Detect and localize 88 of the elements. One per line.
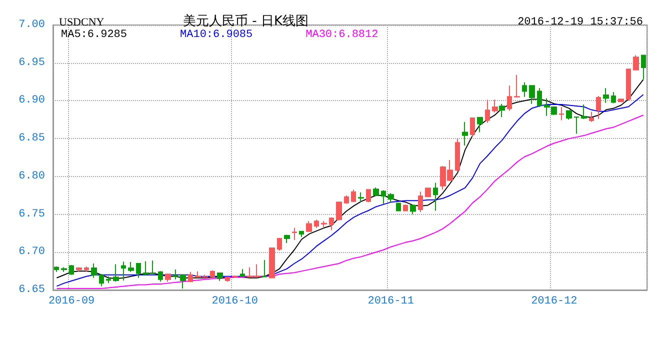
candlestick (232, 275, 238, 278)
candlestick (499, 103, 505, 118)
candlestick (403, 204, 408, 212)
candlestick (188, 271, 193, 282)
candlestick (522, 82, 527, 98)
candlestick (99, 274, 104, 287)
candlestick (336, 202, 342, 221)
candlestick (373, 186, 379, 197)
candlestick (425, 187, 431, 198)
candlestick (217, 272, 223, 282)
candlestick (306, 220, 312, 232)
candlestick (581, 104, 587, 120)
candlestick (641, 54, 646, 80)
candlestick (537, 88, 542, 108)
candlestick (492, 99, 498, 113)
candlestick (321, 220, 327, 228)
x-tick-label: 2016-09 (48, 296, 95, 308)
candlestick (128, 261, 134, 272)
candlestick (396, 202, 401, 212)
candlestick (225, 276, 230, 282)
candlestick (173, 269, 178, 280)
candlestick (84, 266, 89, 272)
candlestick (210, 270, 215, 278)
candlestick (566, 110, 572, 120)
candlestick (136, 263, 141, 278)
candlestick (455, 138, 460, 172)
y-tick-label: 6.90 (18, 94, 45, 107)
candlestick (618, 98, 624, 102)
candlestick (433, 182, 438, 212)
candlestick (559, 106, 564, 121)
candlestick (314, 219, 319, 228)
candlestick (54, 266, 59, 272)
candlestick (158, 270, 163, 282)
candlestick (351, 189, 356, 203)
annotation: 2016-12-19 15:37:56 (518, 16, 643, 28)
y-tick-label: 6.75 (18, 208, 45, 220)
text: MA30:6.8812 (306, 29, 378, 41)
candlestick (106, 276, 111, 284)
candlestick (76, 266, 82, 272)
candlestick (284, 234, 290, 244)
candlestick (596, 95, 601, 120)
candlestick (61, 266, 67, 272)
candlestick (388, 192, 394, 204)
candlestick (366, 188, 371, 203)
candlestick (418, 191, 423, 213)
candlestick (329, 216, 334, 231)
candlestick (462, 121, 468, 146)
candlestick (269, 248, 275, 278)
x-tick-label: 2016-10 (212, 296, 258, 308)
x-tick-label: 2016-12 (531, 296, 578, 308)
candlestick (485, 99, 490, 124)
candlestick (344, 194, 349, 204)
candlestick (470, 116, 475, 138)
chart-title: 美元人民币 - 日K线图 (183, 13, 308, 29)
y-tick-label: 6.70 (18, 246, 45, 258)
candlestick (410, 204, 416, 215)
candlestick (603, 88, 609, 104)
candlestick (91, 263, 97, 278)
y-tick-label: 6.80 (18, 170, 45, 182)
candlestick (113, 264, 119, 282)
y-tick-label: 6.85 (18, 132, 45, 145)
candlestick (240, 268, 245, 277)
candlestick (299, 230, 304, 238)
y-tick-label: 6.65 (18, 284, 45, 296)
text: MA5:6.9285 (61, 29, 128, 41)
candlestick (589, 111, 594, 122)
candlestick (477, 116, 483, 133)
candlestick (529, 85, 535, 104)
candlestick (381, 190, 386, 204)
candlestick (358, 192, 364, 203)
candlestick (574, 116, 579, 134)
candlestick (180, 274, 186, 289)
candlestick (69, 264, 74, 276)
candlestick (277, 238, 282, 252)
x-tick-label: 2016-11 (368, 296, 414, 308)
candlestick (514, 74, 520, 98)
candlestick (262, 260, 267, 278)
candlestick (165, 274, 171, 282)
chart-subtitle: USDCNY (59, 16, 104, 28)
candlestick (633, 54, 639, 71)
candlestick (292, 227, 297, 241)
y-tick-label: 7.00 (18, 19, 45, 31)
text: MA10:6.9085 (180, 29, 253, 41)
y-tick-label: 6.95 (18, 56, 45, 69)
candlestick (121, 261, 126, 282)
candlestick (507, 85, 512, 112)
candlestick (626, 68, 631, 102)
candlestick (611, 92, 616, 104)
